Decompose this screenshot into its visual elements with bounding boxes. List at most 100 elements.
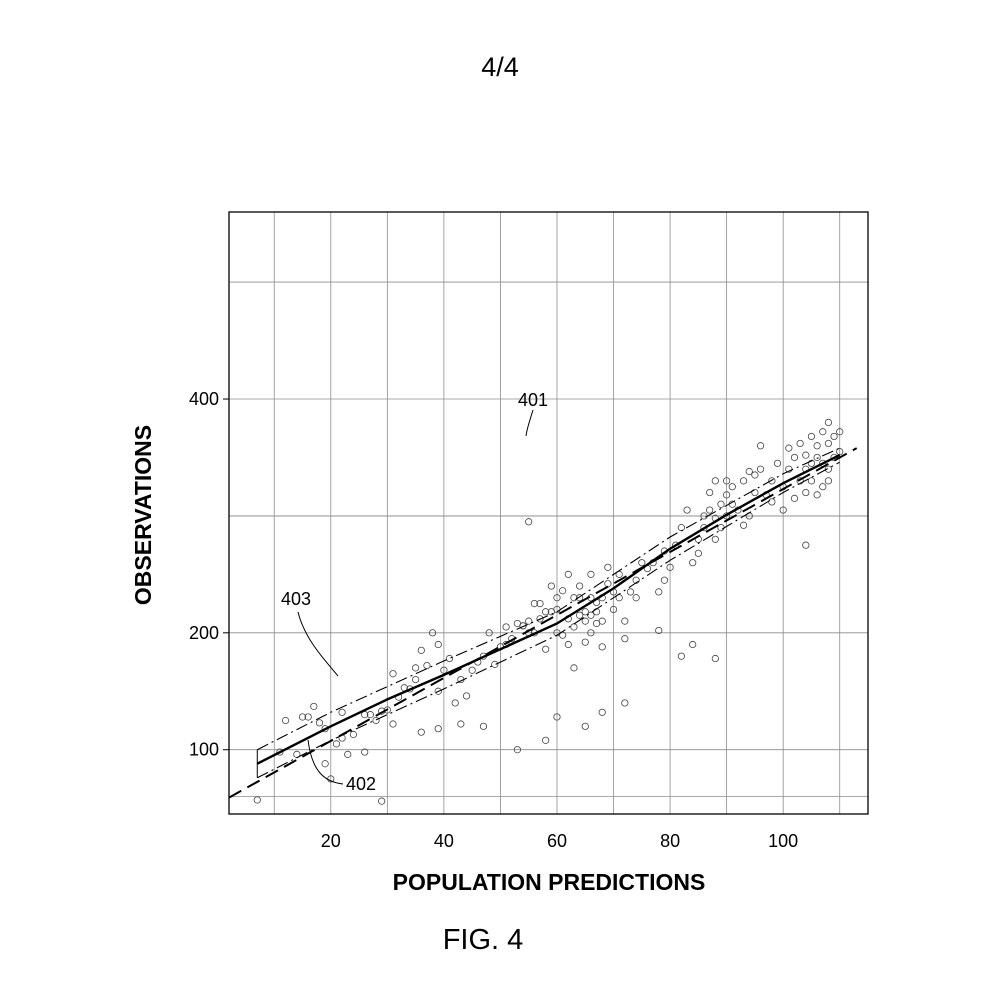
- fitted-line: [257, 455, 839, 764]
- scatter-point: [311, 703, 317, 709]
- scatter-point: [588, 571, 594, 577]
- y-tick-label: 100: [189, 740, 219, 760]
- scatter-point: [526, 618, 532, 624]
- scatter-point: [571, 665, 577, 671]
- scatter-point: [622, 618, 628, 624]
- scatter-point: [786, 445, 792, 451]
- scatter-point: [718, 524, 724, 530]
- ref-label-401: 401: [518, 390, 548, 410]
- scatter-point: [622, 635, 628, 641]
- scatter-point: [503, 624, 509, 630]
- tick-labels: 20 40 60 80 100 100 200 400: [189, 389, 798, 851]
- plot-frame: [229, 212, 868, 814]
- identity-line: [229, 448, 857, 797]
- scatter-point: [435, 641, 441, 647]
- scatter-point: [825, 440, 831, 446]
- x-tick-label: 40: [434, 831, 454, 851]
- scatter-point: [526, 519, 532, 525]
- scatter-point: [333, 741, 339, 747]
- scatter-point: [718, 501, 724, 507]
- scatter-point: [712, 536, 718, 542]
- scatter-point: [689, 641, 695, 647]
- scatter-point: [424, 662, 430, 668]
- y-tick-label: 200: [189, 623, 219, 643]
- scatter-point: [435, 725, 441, 731]
- scatter-point: [599, 618, 605, 624]
- scatter-point: [492, 661, 498, 667]
- scatter-point: [712, 478, 718, 484]
- scatter-point: [678, 524, 684, 530]
- scatter-point: [480, 723, 486, 729]
- scatter-point: [412, 676, 418, 682]
- scatter-point: [345, 751, 351, 757]
- scatter-point: [797, 440, 803, 446]
- scatter-point: [825, 478, 831, 484]
- x-tick-label: 80: [660, 831, 680, 851]
- scatter-point: [254, 797, 260, 803]
- scatter-point: [316, 720, 322, 726]
- scatter-point: [746, 468, 752, 474]
- scatter-point: [808, 433, 814, 439]
- leader-401: [526, 410, 533, 436]
- scatter-point: [656, 589, 662, 595]
- y-axis-title: OBSERVATIONS: [130, 425, 156, 605]
- scatter-point: [757, 443, 763, 449]
- scatter-point: [814, 454, 820, 460]
- scatter-point: [565, 571, 571, 577]
- y-tick-label: 400: [189, 389, 219, 409]
- trend-lines: [229, 448, 857, 797]
- ref-label-402: 402: [346, 774, 376, 794]
- scatter-point: [576, 612, 582, 618]
- scatter-point: [803, 452, 809, 458]
- leader-403: [298, 612, 338, 676]
- scatter-point: [559, 588, 565, 594]
- scatter-point: [599, 709, 605, 715]
- scatter-point: [803, 489, 809, 495]
- x-tick-label: 100: [768, 831, 798, 851]
- scatter-point: [678, 653, 684, 659]
- scatter-point: [582, 639, 588, 645]
- scatter-point: [814, 492, 820, 498]
- scatter-point: [808, 478, 814, 484]
- scatter-point: [412, 665, 418, 671]
- scatter-point: [418, 647, 424, 653]
- scatter-point: [605, 564, 611, 570]
- x-axis-title: POPULATION PREDICTIONS: [393, 869, 706, 895]
- scatter-point: [582, 723, 588, 729]
- scatter-point: [548, 583, 554, 589]
- figure-label: FIG. 4: [0, 924, 966, 957]
- scatter-point: [542, 646, 548, 652]
- scatter-point: [740, 478, 746, 484]
- scatter-point: [820, 483, 826, 489]
- scatter-point: [390, 721, 396, 727]
- scatter-point: [542, 737, 548, 743]
- scatter-point: [350, 731, 356, 737]
- scatter-point: [582, 609, 588, 615]
- scatter-point: [588, 612, 594, 618]
- scatter-point: [791, 495, 797, 501]
- scatter-point: [695, 550, 701, 556]
- ref-label-403: 403: [281, 589, 311, 609]
- scatter-point: [825, 419, 831, 425]
- scatter-point: [582, 618, 588, 624]
- scatter-point: [576, 583, 582, 589]
- scatter-point: [740, 522, 746, 528]
- scatter-point: [831, 433, 837, 439]
- confidence-band-line: [257, 448, 839, 750]
- x-tick-label: 60: [547, 831, 567, 851]
- scatter-point: [571, 624, 577, 630]
- scatter-point: [378, 798, 384, 804]
- scatter-point: [769, 499, 775, 505]
- scatter-point: [463, 693, 469, 699]
- scatter-point: [661, 577, 667, 583]
- scatter-point: [689, 559, 695, 565]
- scatter-point: [339, 709, 345, 715]
- scatter-point: [627, 589, 633, 595]
- scatter-point: [322, 761, 328, 767]
- scatter-point: [706, 507, 712, 513]
- scatter-point: [458, 721, 464, 727]
- scatter-point: [752, 472, 758, 478]
- scatter-point: [820, 429, 826, 435]
- x-tick-label: 20: [321, 831, 341, 851]
